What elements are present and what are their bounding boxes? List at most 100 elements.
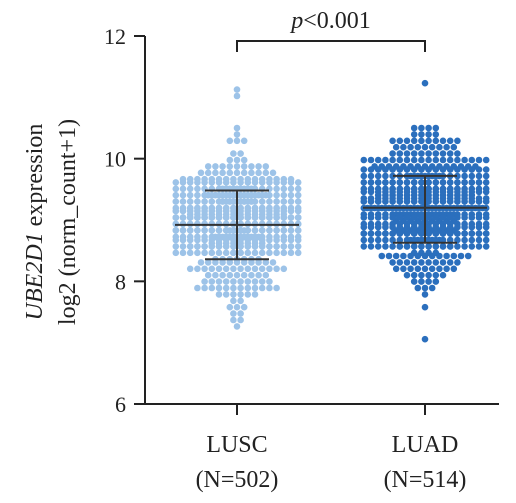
data-point [233, 169, 241, 177]
data-point [280, 220, 288, 228]
data-point [237, 227, 244, 234]
data-point [396, 179, 404, 186]
data-point [186, 236, 194, 244]
data-point [280, 249, 288, 257]
data-point [273, 179, 280, 186]
data-point [215, 179, 223, 186]
data-point [468, 243, 476, 250]
data-point [204, 271, 212, 279]
y-axis-title-rest: expression [22, 124, 48, 233]
data-point [222, 198, 230, 205]
data-point [186, 207, 194, 215]
data-point [382, 198, 389, 205]
data-point [240, 259, 248, 266]
data-point [396, 198, 404, 205]
plot-area [172, 79, 490, 343]
data-point [237, 310, 244, 317]
data-point [360, 156, 368, 164]
data-point [439, 223, 447, 231]
data-point [233, 124, 241, 132]
data-point [468, 166, 476, 173]
data-point [233, 92, 241, 100]
data-point [244, 249, 252, 257]
data-point [258, 243, 266, 250]
data-point [414, 252, 422, 260]
data-point [450, 252, 458, 260]
data-point [396, 223, 404, 231]
data-point [273, 284, 280, 292]
data-point [179, 220, 187, 228]
data-point [392, 143, 400, 151]
data-point [186, 214, 194, 221]
data-point [414, 284, 422, 292]
data-point [407, 265, 414, 273]
data-point [251, 284, 259, 292]
data-point [230, 214, 237, 221]
data-point [421, 335, 429, 343]
data-point [428, 265, 436, 273]
data-point [410, 124, 418, 132]
data-point [179, 185, 187, 193]
data-point [421, 79, 429, 87]
data-point [382, 179, 389, 186]
data-point [248, 163, 255, 170]
data-point [266, 207, 273, 215]
data-point [410, 271, 418, 279]
data-point [194, 236, 201, 244]
data-point [407, 252, 414, 260]
data-point [396, 137, 404, 145]
data-point [468, 172, 476, 180]
data-point [410, 214, 418, 221]
data-point [454, 166, 461, 173]
data-point [172, 227, 180, 234]
data-point [248, 259, 255, 266]
data-point [212, 163, 219, 170]
data-point [410, 131, 418, 138]
data-point [233, 163, 241, 170]
data-point [240, 137, 248, 145]
data-point [360, 198, 368, 205]
data-point [219, 169, 226, 177]
data-point [280, 185, 288, 193]
data-point [374, 156, 382, 164]
data-point [425, 124, 432, 132]
data-point [186, 220, 194, 228]
data-point [418, 236, 425, 244]
data-point [418, 198, 425, 205]
data-point [179, 249, 187, 257]
data-point [392, 252, 400, 260]
data-point [194, 185, 201, 193]
data-point [425, 230, 432, 237]
data-point [172, 243, 180, 250]
data-point [208, 265, 216, 273]
data-point [194, 214, 201, 221]
data-point [244, 198, 252, 205]
data-point [418, 131, 425, 138]
data-point [385, 252, 393, 260]
data-point [294, 243, 302, 250]
data-point [230, 243, 237, 250]
data-point [179, 179, 187, 186]
y-axis-title-line1: UBE2D1 expression [22, 124, 48, 321]
data-point [482, 179, 490, 186]
data-point [172, 198, 180, 205]
data-point [230, 284, 237, 292]
data-point [172, 191, 180, 199]
data-point [389, 137, 396, 145]
data-point [215, 284, 223, 292]
data-point [197, 259, 205, 266]
data-point [410, 243, 418, 250]
data-point [482, 236, 490, 244]
data-point [233, 137, 241, 145]
data-point [389, 198, 396, 205]
data-point [454, 172, 461, 180]
data-point [454, 259, 461, 266]
data-point [425, 259, 432, 266]
data-point [251, 214, 259, 221]
sample-size-lusc: (N=502) [196, 467, 279, 493]
data-point [186, 227, 194, 234]
data-point [432, 198, 440, 205]
data-point [248, 169, 255, 177]
data-point [194, 220, 201, 228]
data-point [428, 252, 436, 260]
